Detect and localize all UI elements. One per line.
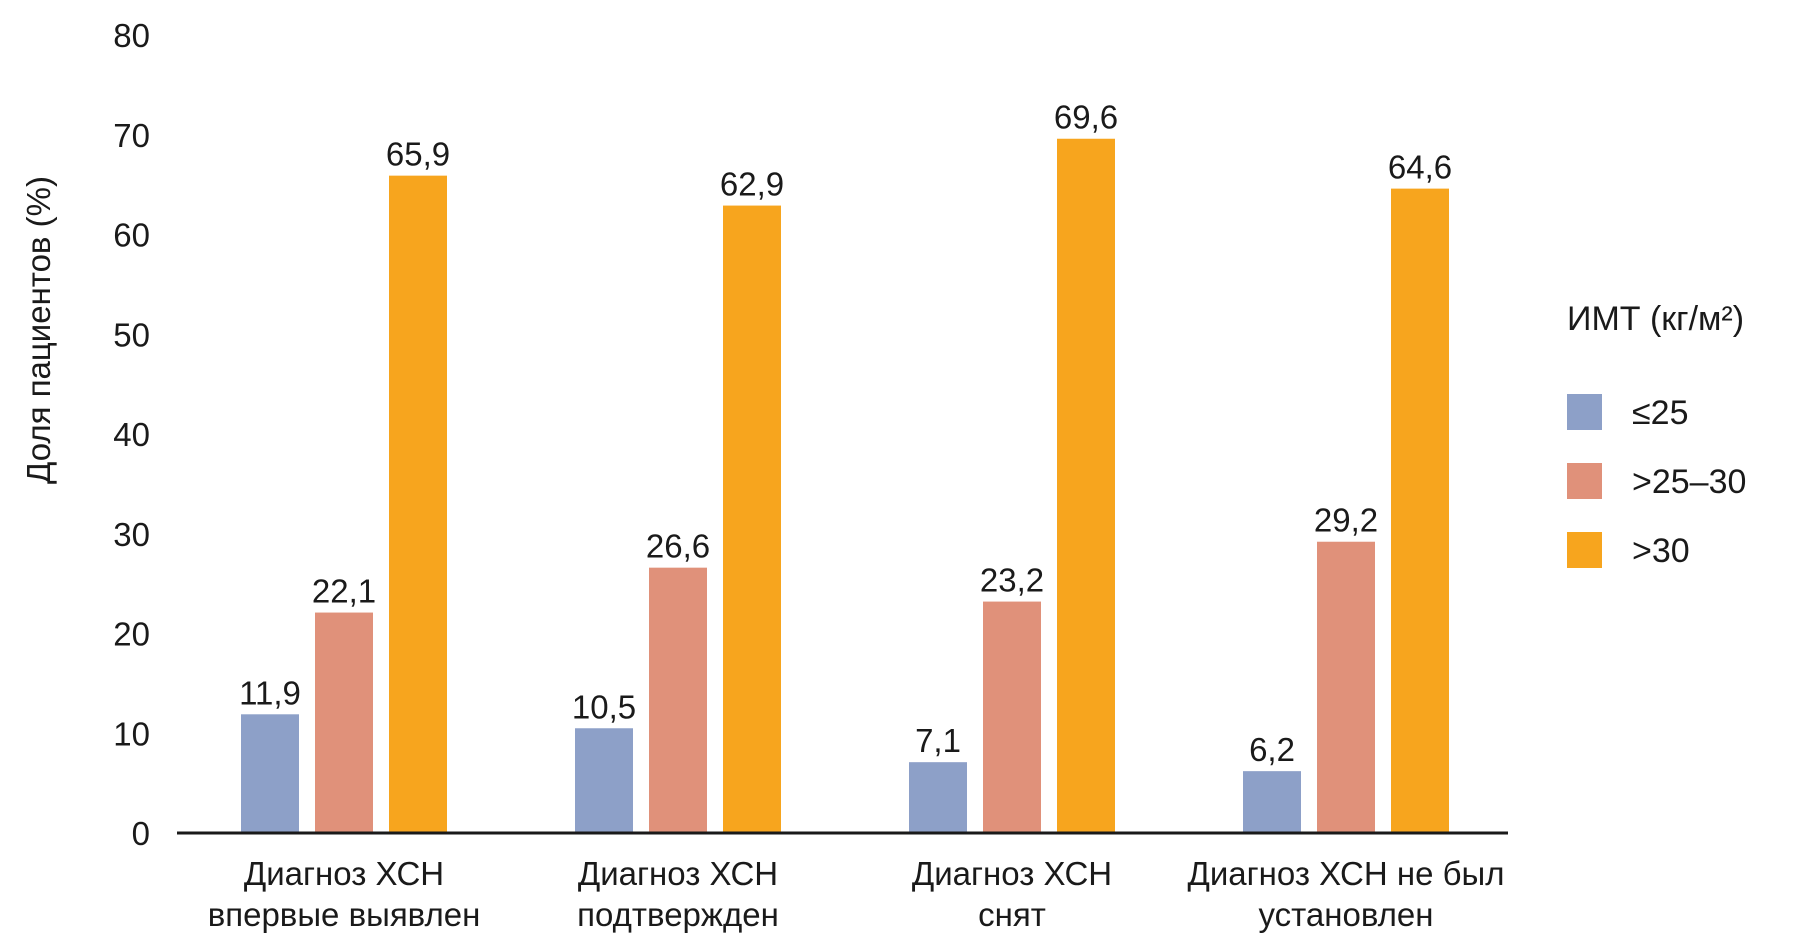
bar xyxy=(1243,771,1301,833)
data-label: 23,2 xyxy=(980,562,1044,599)
data-label: 62,9 xyxy=(720,166,784,203)
y-tick-label: 10 xyxy=(113,715,150,752)
bar xyxy=(983,601,1041,833)
data-label: 6,2 xyxy=(1249,731,1295,768)
x-tick-label: Диагноз ХСН xyxy=(912,855,1112,892)
x-tick-label: Диагноз ХСН xyxy=(244,855,444,892)
y-tick-label: 70 xyxy=(113,117,150,154)
y-tick-label: 0 xyxy=(132,815,150,852)
data-label: 69,6 xyxy=(1054,99,1118,136)
bar xyxy=(1057,138,1115,834)
y-tick-label: 80 xyxy=(113,17,150,54)
x-tick-label: Диагноз ХСН xyxy=(578,855,778,892)
bar xyxy=(241,714,299,833)
data-label: 22,1 xyxy=(312,573,376,610)
y-tick-label: 50 xyxy=(113,316,150,353)
legend-swatch xyxy=(1567,463,1602,499)
data-label: 64,6 xyxy=(1388,149,1452,186)
data-label: 26,6 xyxy=(646,528,710,565)
y-tick-label: 30 xyxy=(113,516,150,553)
data-label: 10,5 xyxy=(572,688,636,725)
bar xyxy=(575,728,633,833)
bar xyxy=(1391,188,1449,834)
y-tick-label: 60 xyxy=(113,217,150,254)
y-tick-label: 40 xyxy=(113,416,150,453)
legend-swatch xyxy=(1567,394,1602,430)
x-tick-label: снят xyxy=(978,896,1046,933)
data-label: 65,9 xyxy=(386,136,450,173)
bar xyxy=(909,762,967,833)
x-tick-label: Диагноз ХСН не был xyxy=(1187,855,1504,892)
x-tick-label: подтвержден xyxy=(577,896,779,933)
bar xyxy=(389,175,447,833)
bar xyxy=(1317,541,1375,833)
legend-label: ≤25 xyxy=(1632,394,1688,432)
bar xyxy=(315,612,373,833)
legend-title: ИМТ (кг/м²) xyxy=(1567,300,1744,338)
data-label: 11,9 xyxy=(239,674,301,711)
data-label: 29,2 xyxy=(1314,502,1378,539)
legend-swatch xyxy=(1567,532,1602,568)
legend-label: >30 xyxy=(1632,532,1690,570)
y-axis-label: Доля пациентов (%) xyxy=(20,176,57,484)
bar xyxy=(723,205,781,833)
bar xyxy=(649,567,707,833)
legend: ИМТ (кг/м²) ≤25 >25–30 >30 xyxy=(1567,300,1746,570)
data-label: 7,1 xyxy=(915,722,961,759)
x-tick-label: установлен xyxy=(1259,896,1434,933)
x-tick-label: впервые выявлен xyxy=(208,896,481,933)
legend-label: >25–30 xyxy=(1632,463,1746,501)
y-tick-label: 20 xyxy=(113,616,150,653)
